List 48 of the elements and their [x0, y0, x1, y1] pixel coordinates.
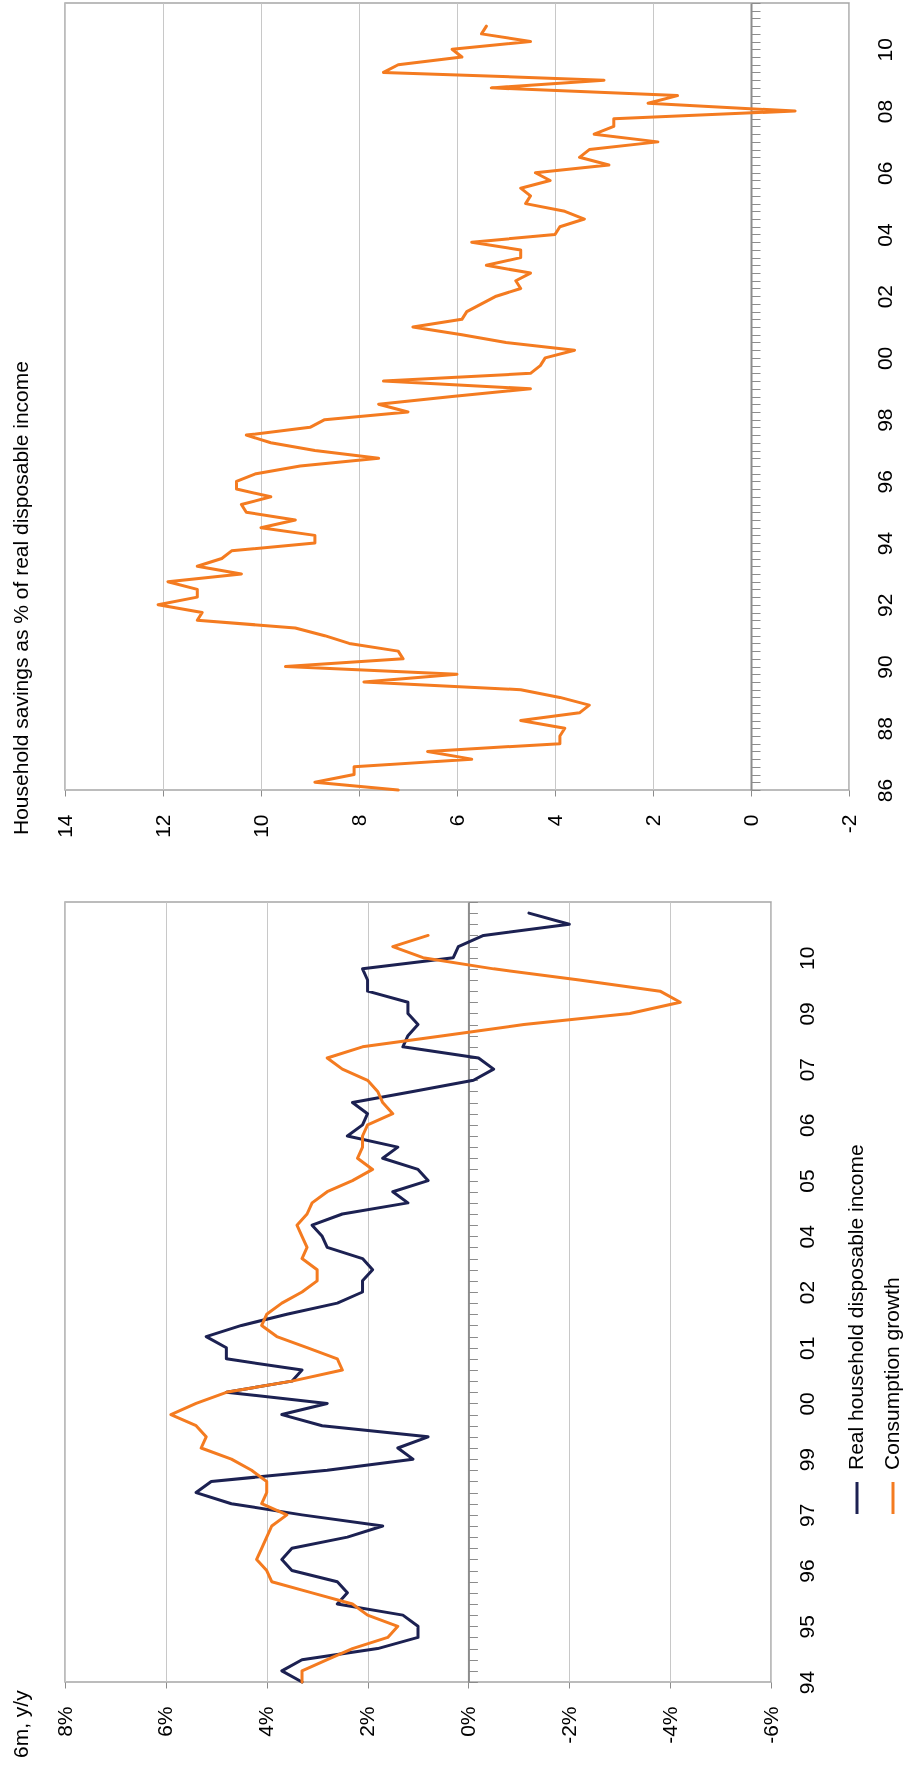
y-tick-label: 86	[872, 778, 896, 803]
y-tick-label: 06	[794, 1113, 818, 1138]
x-tick-label: 4	[542, 814, 566, 827]
y-tick-label: 92	[872, 593, 896, 617]
text: Real household disposable income	[844, 1144, 867, 1470]
x-tick-label: 2%	[355, 1706, 379, 1737]
y-tick-label: 06	[872, 161, 896, 185]
x-tick-label: -2	[836, 814, 860, 834]
y-tick-label: 96	[872, 470, 896, 494]
y-tick-label: 10	[794, 946, 818, 970]
text: Household savings as % of real disposable income	[9, 361, 32, 835]
x-tick-label: -2%	[556, 1706, 580, 1744]
text: 6m, y/y	[9, 1689, 32, 1758]
y-tick-label: 90	[872, 655, 896, 679]
y-tick-label: 04	[794, 1224, 818, 1249]
x-tick-label: -6%	[758, 1706, 782, 1744]
x-tick-label: 10	[248, 814, 272, 838]
x-tick-label: 6	[444, 814, 468, 827]
y-tick-label: 99	[794, 1447, 818, 1472]
x-tick-label: 8	[346, 814, 370, 827]
y-tick-label: 00	[872, 346, 896, 371]
y-tick-label: 05	[794, 1169, 818, 1193]
x-tick-label: 2	[640, 814, 664, 827]
x-tick-label: 0%	[455, 1706, 479, 1737]
text: Consumption growth	[880, 1277, 903, 1470]
y-tick-label: 94	[872, 531, 896, 556]
y-tick-label: 02	[872, 285, 896, 309]
y-tick-label: 95	[794, 1615, 818, 1639]
y-tick-label: 00	[794, 1392, 818, 1416]
x-tick-label: 8%	[52, 1706, 76, 1737]
x-tick-label: -4%	[657, 1706, 681, 1744]
x-tick-label: 12	[150, 814, 174, 838]
y-tick-label: 97	[794, 1503, 818, 1528]
y-tick-label: 02	[794, 1280, 818, 1305]
x-tick-label: 14	[52, 814, 76, 838]
y-tick-label: 88	[872, 717, 896, 741]
y-tick-label: 08	[872, 99, 896, 124]
y-tick-label: 09	[794, 1002, 818, 1026]
y-tick-label: 98	[872, 408, 896, 432]
y-tick-label: 07	[794, 1057, 818, 1082]
y-tick-label: 94	[794, 1670, 818, 1695]
y-tick-label: 10	[872, 38, 896, 62]
y-tick-label: 96	[794, 1559, 818, 1583]
x-tick-label: 4%	[254, 1706, 278, 1737]
x-tick-label: 6%	[153, 1706, 177, 1737]
y-tick-label: 01	[794, 1336, 818, 1360]
y-tick-label: 04	[872, 222, 896, 247]
x-tick-label: 0	[738, 814, 762, 827]
